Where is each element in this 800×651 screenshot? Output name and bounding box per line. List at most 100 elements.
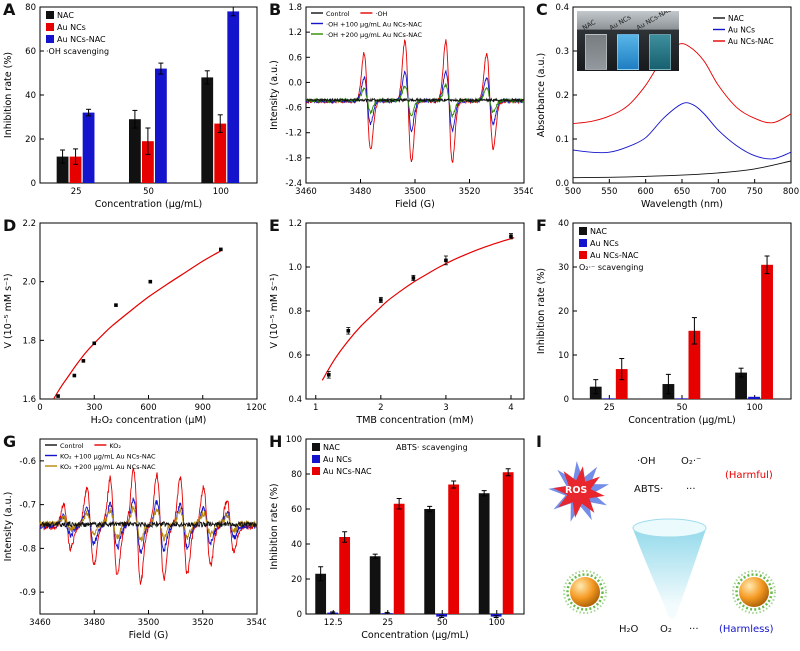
svg-text:3500: 3500 (138, 618, 160, 628)
svg-text:0.0: 0.0 (288, 78, 302, 88)
svg-text:V (10⁻⁵ mM s⁻¹): V (10⁻⁵ mM s⁻¹) (3, 273, 14, 348)
ros-star-label: ROS (565, 485, 588, 496)
svg-text:600: 600 (638, 187, 654, 197)
svg-text:Au NCs-NAC: Au NCs-NAC (323, 467, 372, 476)
svg-text:Au NCs: Au NCs (57, 23, 86, 32)
svg-text:3540: 3540 (246, 618, 266, 628)
svg-text:750: 750 (747, 187, 763, 197)
svg-text:60: 60 (25, 47, 36, 57)
harmless-tag: (Harmless) (719, 624, 774, 635)
svg-text:10: 10 (558, 351, 569, 361)
harmful-superoxide-label: O₂·⁻ (681, 456, 702, 467)
svg-text:-0.6: -0.6 (285, 104, 302, 114)
esr-chart-ko2: -0.9 -0.8 -0.7 -0.6 3460 3480 3500 3520 3540 Fiel… (0, 432, 268, 647)
svg-text:0.4: 0.4 (555, 3, 569, 13)
cuvette-nac (585, 34, 607, 70)
svg-text:700: 700 (710, 187, 726, 197)
svg-text:-1.2: -1.2 (285, 129, 302, 139)
svg-text:Absorbance (a.u.): Absorbance (a.u.) (536, 53, 547, 137)
svg-text:25: 25 (71, 187, 82, 197)
svg-text:0: 0 (31, 179, 36, 189)
svg-text:3520: 3520 (459, 187, 481, 197)
harmful-oh-label: ·OH (637, 456, 656, 467)
cuvette-au-ncs-nac (649, 34, 671, 70)
panel-letter-e: E (269, 216, 280, 235)
svg-text:Concentration (μg/mL): Concentration (μg/mL) (361, 630, 468, 641)
svg-text:0.6: 0.6 (288, 53, 302, 63)
inset-label-nac: NAC (581, 18, 597, 32)
svg-text:O₂·⁻ scavenging: O₂·⁻ scavenging (579, 263, 643, 272)
panel-letter-h: H (269, 432, 283, 451)
svg-text:500: 500 (565, 187, 581, 197)
svg-text:·OH +100 μg/mL Au NCs-NAC: ·OH +100 μg/mL Au NCs-NAC (326, 21, 422, 29)
svg-text:4: 4 (508, 403, 513, 413)
panel-b: B -2.4 -1.8 -1.2 -0.6 0.0 0.6 1.2 1.8 3460 3480 35… (266, 0, 535, 216)
cuvette-photo-inset: NAC Au NCs Au NCs-NAC (577, 11, 679, 71)
harmless-ellipsis: ··· (689, 624, 699, 635)
svg-text:Field (G): Field (G) (129, 630, 169, 641)
svg-text:-0.8: -0.8 (19, 544, 36, 554)
svg-text:40: 40 (291, 540, 302, 550)
svg-text:1.8: 1.8 (22, 336, 36, 346)
svg-text:50: 50 (437, 618, 448, 628)
panel-i: I ROS ·OH O₂·⁻ ABTS· ··· (Harmful) H₂O O… (533, 432, 800, 647)
svg-text:KO₂: KO₂ (109, 442, 121, 450)
inset-label-au-ncs-nac: Au NCs-NAC (635, 11, 674, 32)
svg-text:600: 600 (140, 403, 156, 413)
panel-letter-b: B (269, 0, 282, 19)
svg-text:0.2: 0.2 (555, 91, 569, 101)
harmful-abts-label: ABTS· (634, 484, 664, 495)
svg-text:20: 20 (291, 575, 302, 585)
svg-text:3480: 3480 (83, 618, 105, 628)
svg-text:0.3: 0.3 (555, 47, 569, 57)
svg-text:30: 30 (558, 263, 569, 273)
svg-text:2.0: 2.0 (22, 278, 36, 288)
panel-letter-c: C (536, 0, 548, 19)
svg-text:650: 650 (674, 187, 690, 197)
svg-text:H₂O₂ concentration (μM): H₂O₂ concentration (μM) (91, 415, 207, 426)
svg-text:20: 20 (25, 135, 36, 145)
svg-text:Field (G): Field (G) (395, 199, 435, 210)
svg-text:TMB concentration (mM): TMB concentration (mM) (355, 415, 473, 426)
panel-g: G -0.9 -0.8 -0.7 -0.6 3460 3480 3500 3520 3540 Fi… (0, 432, 268, 647)
svg-text:1.0: 1.0 (288, 263, 302, 273)
svg-text:KO₂ +200 μg/mL Au NCs-NAC: KO₂ +200 μg/mL Au NCs-NAC (60, 463, 156, 471)
svg-text:100: 100 (213, 187, 229, 197)
svg-text:Control: Control (326, 10, 350, 18)
svg-text:3540: 3540 (513, 187, 533, 197)
svg-text:1200: 1200 (246, 403, 266, 413)
svg-text:100: 100 (747, 403, 763, 413)
svg-text:25: 25 (382, 618, 393, 628)
svg-text:3: 3 (443, 403, 448, 413)
svg-text:0.4: 0.4 (288, 395, 302, 405)
svg-text:Au NCs: Au NCs (728, 26, 755, 35)
svg-text:100: 100 (489, 618, 505, 628)
panel-e: E 0.4 0.6 0.8 1.0 1.2 1 2 3 4 TMB concentration (… (266, 216, 533, 432)
svg-text:0: 0 (564, 395, 569, 405)
svg-text:·OH scavenging: ·OH scavenging (46, 47, 109, 56)
svg-text:-1.8: -1.8 (285, 154, 302, 164)
panel-letter-g: G (3, 432, 17, 451)
harmless-h2o-label: H₂O (619, 624, 639, 635)
harmful-ellipsis: ··· (686, 484, 696, 495)
svg-text:NAC: NAC (323, 443, 340, 452)
svg-text:Wavelength (nm): Wavelength (nm) (641, 199, 723, 210)
esr-chart-oh: -2.4 -1.8 -1.2 -0.6 0.0 0.6 1.2 1.8 3460 3480 3500… (266, 0, 535, 216)
svg-text:Inhibition rate (%): Inhibition rate (%) (536, 268, 547, 354)
svg-text:0.6: 0.6 (288, 351, 302, 361)
svg-text:40: 40 (25, 91, 36, 101)
svg-text:Au NCs-NAC: Au NCs-NAC (57, 35, 106, 44)
svg-text:550: 550 (601, 187, 617, 197)
svg-text:Intensity (a.u.): Intensity (a.u.) (3, 492, 14, 562)
inset-label-au-ncs: Au NCs (608, 13, 633, 32)
svg-text:0.1: 0.1 (555, 135, 569, 145)
svg-text:900: 900 (195, 403, 211, 413)
svg-text:3480: 3480 (350, 187, 372, 197)
svg-text:V (10⁻⁵ mM s⁻¹): V (10⁻⁵ mM s⁻¹) (269, 273, 280, 348)
svg-text:1.8: 1.8 (288, 3, 302, 13)
harmless-o2-label: O₂ (660, 624, 672, 635)
svg-text:Concentration (μg/mL): Concentration (μg/mL) (628, 415, 735, 426)
svg-text:0: 0 (37, 403, 42, 413)
panel-letter-d: D (3, 216, 17, 235)
